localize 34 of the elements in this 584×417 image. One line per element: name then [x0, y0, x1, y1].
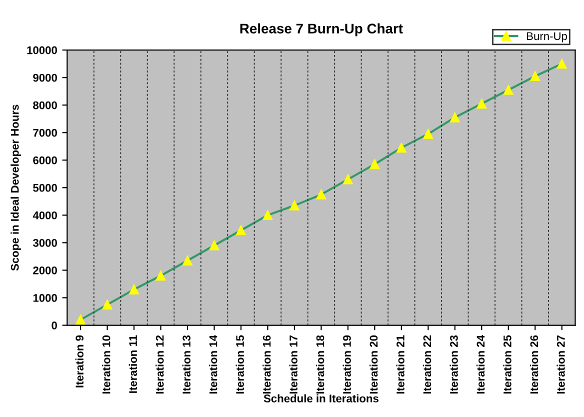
- x-tick-label: Iteration 12: [156, 335, 164, 394]
- x-tick-label: Iteration 26: [530, 335, 538, 394]
- y-tick-label: 0: [52, 322, 57, 330]
- y-tick-label: 3000: [32, 238, 57, 247]
- y-tick-label: 4000: [32, 211, 57, 220]
- x-tick-label: Iteration 17: [289, 335, 298, 394]
- chart-title: Release 7 Burn-Up Chart: [240, 23, 403, 36]
- x-tick-label: Iteration 24: [476, 335, 485, 394]
- x-tick-label: Iteration 11: [128, 335, 137, 393]
- y-tick-label: 6000: [33, 156, 57, 164]
- x-tick-label: Iteration 21: [396, 335, 404, 394]
- y-tick-label: 2000: [33, 266, 57, 274]
- x-tick-label: Iteration 25: [503, 335, 512, 394]
- y-tick-label: 10000: [27, 46, 57, 54]
- y-tick-label: 5000: [33, 184, 57, 192]
- y-tick-label: 1000: [33, 294, 57, 302]
- legend-label: Burn-Up: [527, 32, 567, 42]
- x-tick-label: Iteration 15: [236, 335, 244, 394]
- x-tick-label: Iteration 9: [75, 335, 84, 388]
- y-tick-label: 8000: [33, 101, 57, 110]
- y-tick-label: 9000: [33, 74, 57, 82]
- x-tick-label: Iteration 27: [556, 335, 565, 394]
- y-tick-label: 7000: [33, 128, 57, 137]
- x-tick-label: Iteration 13: [182, 335, 190, 394]
- x-tick-label: Iteration 16: [262, 335, 271, 394]
- x-tick-label: Iteration 19: [342, 335, 351, 394]
- x-tick-label: Iteration 18: [316, 335, 324, 394]
- x-tick-label: Iteration 23: [450, 335, 458, 394]
- x-tick-label: Iteration 22: [422, 335, 432, 394]
- x-tick-label: Iteration 10: [102, 335, 110, 394]
- y-axis-title: Scope in Ideal Developer Hours: [10, 104, 21, 271]
- x-tick-label: Iteration 20: [370, 335, 378, 394]
- x-tick-label: Iteration 14: [209, 335, 218, 394]
- x-axis-title: Schedule in Iterations: [264, 394, 378, 402]
